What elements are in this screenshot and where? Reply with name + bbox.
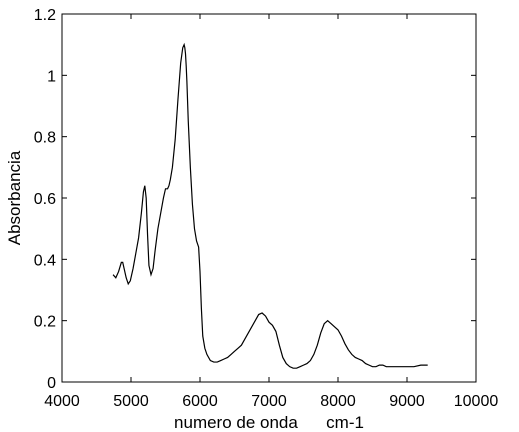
- y-tick-label: 0.4: [34, 252, 56, 269]
- plot-area: [61, 13, 477, 383]
- y-tick-label: 0.2: [34, 314, 56, 331]
- y-axis-ticks: 0 0.2 0.4 0.6 0.8 1 1.2: [34, 7, 476, 392]
- y-axis-label: Absorbancia: [5, 150, 24, 245]
- x-tick-label: 8000: [320, 393, 356, 410]
- x-tick-label: 6000: [182, 393, 218, 410]
- y-tick-label: 0.6: [34, 191, 56, 208]
- x-axis-label: numero de onda cm-1: [174, 413, 364, 432]
- x-tick-label: 4000: [44, 393, 80, 410]
- x-tick-label: 7000: [251, 393, 287, 410]
- absorbance-series-line: [112, 42, 428, 369]
- y-tick-label: 1.2: [34, 7, 56, 24]
- x-tick-label: 9000: [389, 393, 425, 410]
- x-tick-label: 5000: [113, 393, 149, 410]
- x-axis-ticks: 4000 5000 6000 7000 8000 9000 10000: [44, 14, 498, 410]
- x-tick-label: 10000: [454, 393, 499, 410]
- y-tick-label: 0: [47, 375, 56, 392]
- y-tick-label: 0.8: [34, 130, 56, 147]
- y-tick-label: 1: [47, 68, 56, 85]
